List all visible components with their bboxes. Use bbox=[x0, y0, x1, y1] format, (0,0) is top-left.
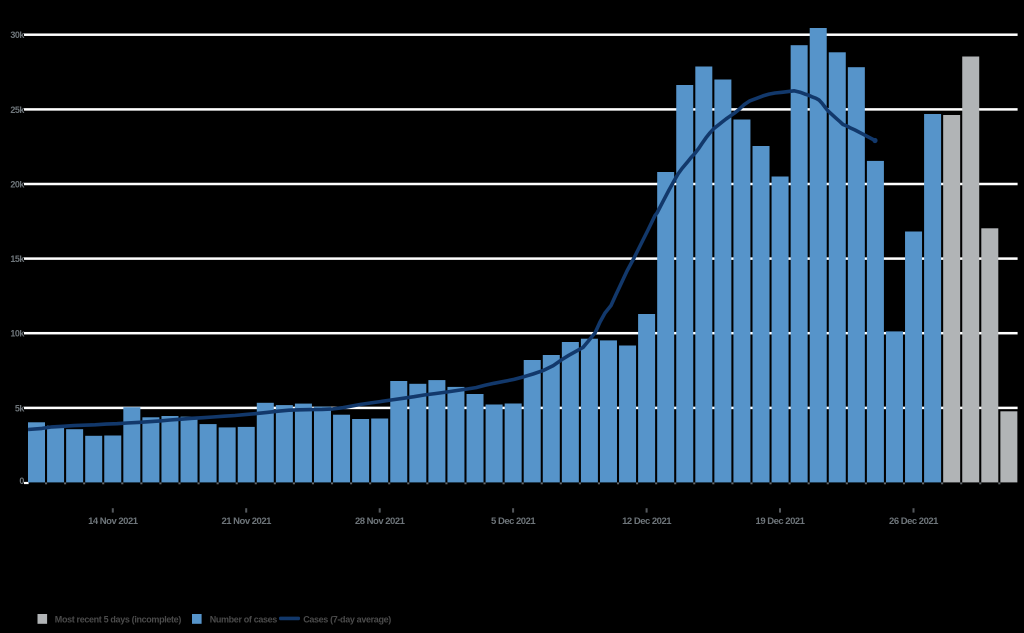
svg-text:19 Dec 2021: 19 Dec 2021 bbox=[756, 516, 806, 527]
svg-text:15k: 15k bbox=[10, 254, 25, 264]
svg-text:5k: 5k bbox=[15, 403, 25, 413]
svg-text:28 Nov 2021: 28 Nov 2021 bbox=[355, 516, 406, 527]
svg-text:14 Nov 2021: 14 Nov 2021 bbox=[88, 516, 139, 527]
svg-text:5 Dec 2021: 5 Dec 2021 bbox=[491, 516, 536, 527]
svg-text:Most recent 5 days (incomplete: Most recent 5 days (incomplete) bbox=[55, 615, 182, 625]
svg-text:20k: 20k bbox=[10, 180, 25, 190]
svg-text:26 Dec 2021: 26 Dec 2021 bbox=[889, 516, 939, 527]
svg-text:12 Dec 2021: 12 Dec 2021 bbox=[622, 516, 672, 527]
svg-text:10k: 10k bbox=[10, 329, 25, 339]
svg-text:Cases (7-day average): Cases (7-day average) bbox=[303, 615, 391, 625]
svg-text:Number of cases: Number of cases bbox=[210, 615, 278, 625]
svg-text:0: 0 bbox=[19, 476, 24, 486]
svg-text:30k: 30k bbox=[10, 30, 25, 40]
svg-text:21 Nov 2021: 21 Nov 2021 bbox=[221, 516, 272, 527]
svg-text:25k: 25k bbox=[10, 105, 25, 115]
